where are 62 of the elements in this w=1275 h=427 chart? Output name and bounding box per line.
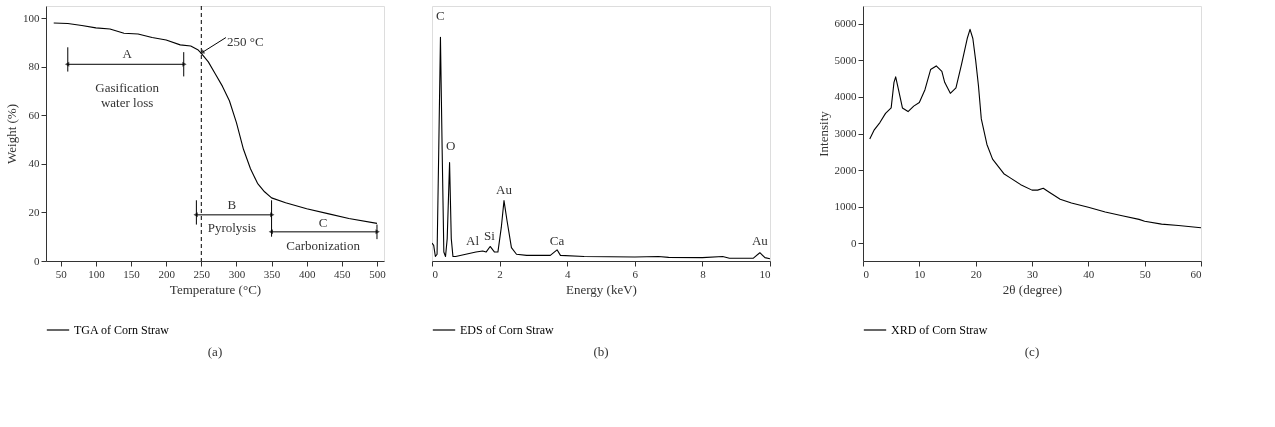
y-tick-label: 4000 (834, 90, 857, 103)
x-tick-label: 30 (1027, 267, 1039, 280)
y-tick-label: 5000 (834, 53, 857, 66)
x-axis-title: 2θ (degree) (1002, 281, 1063, 297)
legend-label: XRD of Corn Straw (891, 323, 988, 337)
x-tick-label: 0 (863, 267, 870, 280)
annotation: Au (496, 181, 513, 197)
annotation: Ca (549, 232, 565, 248)
x-tick-label: 100 (88, 267, 106, 280)
x-tick-label: 300 (228, 267, 246, 280)
text: (c) (1024, 344, 1040, 359)
annotation: Al (466, 232, 480, 248)
x-tick-label: 2 (497, 267, 503, 280)
y-tick-label: 0 (34, 254, 40, 267)
annotation: A (122, 46, 133, 62)
x-tick-label: 400 (298, 267, 316, 280)
annotation: Pyrolysis (207, 219, 257, 235)
annotation: Gasification water loss (95, 79, 160, 110)
x-tick-label: 60 (1190, 267, 1202, 280)
annotation: Si (484, 227, 496, 243)
legend-label: TGA of Corn Straw (74, 323, 170, 337)
annotation: 250 °C (227, 33, 264, 49)
y-tick-label: 1000 (834, 200, 857, 213)
x-tick-label: 6 (632, 267, 639, 280)
x-tick-label: 10 (759, 267, 771, 280)
x-tick-label: 20 (970, 267, 983, 280)
x-tick-label: 50 (55, 267, 68, 280)
y-tick-label: 100 (23, 11, 40, 24)
annotation: Au (751, 232, 769, 248)
y-tick-label: 80 (28, 60, 40, 73)
y-tick-label: 20 (28, 205, 40, 218)
x-tick-label: 500 (369, 267, 387, 280)
annotation: C (318, 214, 328, 230)
y-axis-title: Intensity (815, 110, 831, 157)
annotation: Carbonization (286, 237, 361, 253)
x-tick-label: 40 (1083, 267, 1095, 280)
x-axis-title: Energy (keV) (566, 281, 637, 297)
text: (b) (593, 344, 609, 359)
y-axis-title: Weight (%) (4, 104, 19, 164)
y-tick-label: 40 (28, 157, 40, 170)
y-tick-label: 6000 (834, 17, 857, 30)
x-tick-label: 4 (564, 267, 571, 280)
x-tick-label: 8 (700, 267, 707, 280)
x-tick-label: 200 (158, 267, 176, 280)
x-tick-label: 350 (263, 267, 281, 280)
x-tick-label: 50 (1139, 267, 1152, 280)
y-tick-label: 60 (28, 108, 40, 121)
y-tick-label: 2000 (834, 163, 857, 176)
y-tick-label: 3000 (834, 127, 857, 139)
text: (a) (207, 344, 223, 359)
x-axis-title: Temperature (°C) (169, 281, 262, 297)
x-tick-label: 250 (193, 267, 211, 280)
annotation: B (227, 196, 237, 212)
y-tick-label: 0 (851, 236, 857, 249)
line-series (869, 28, 1201, 229)
x-tick-label: 10 (914, 267, 926, 280)
legend-label: EDS of Corn Straw (460, 323, 554, 337)
annotation: O (445, 138, 456, 154)
text: C (436, 8, 445, 24)
x-tick-label: 0 (432, 267, 439, 280)
x-tick-label: 150 (123, 267, 141, 280)
x-tick-label: 450 (334, 267, 352, 280)
